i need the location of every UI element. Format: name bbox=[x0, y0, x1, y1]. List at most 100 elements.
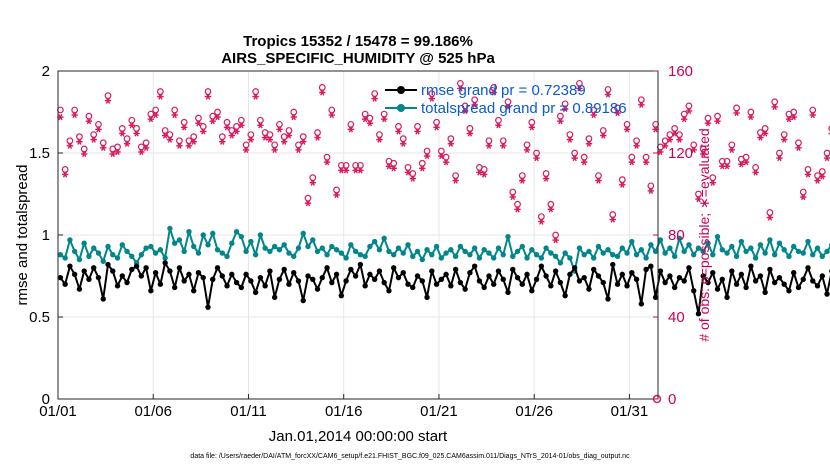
obs-evaluated-point bbox=[709, 179, 716, 186]
totalspread-point bbox=[214, 247, 221, 253]
rmse-point bbox=[481, 284, 487, 291]
obs-evaluated-point bbox=[271, 146, 278, 154]
totalspread-point bbox=[381, 235, 387, 241]
totalspread-point bbox=[471, 245, 478, 251]
obs-evaluated-point bbox=[742, 159, 750, 166]
totalspread-point bbox=[595, 243, 602, 250]
obs-possible-point bbox=[647, 182, 655, 190]
totalspread-point bbox=[648, 242, 654, 248]
rmse-point bbox=[143, 265, 149, 271]
rmse-point bbox=[462, 286, 468, 292]
obs-evaluated-point bbox=[642, 159, 650, 166]
totalspread-point bbox=[62, 255, 68, 261]
obs-evaluated-point bbox=[704, 120, 712, 127]
obs-evaluated-point bbox=[147, 116, 155, 123]
rmse-point bbox=[391, 265, 397, 271]
obs-possible-point bbox=[414, 122, 421, 130]
totalspread-point bbox=[476, 255, 483, 261]
obs-evaluated-point bbox=[438, 152, 445, 160]
obs-possible-point bbox=[533, 149, 540, 157]
totalspread-point bbox=[519, 243, 525, 250]
obs-evaluated-point bbox=[152, 111, 159, 119]
obs-possible-point bbox=[99, 139, 107, 147]
obs-possible-point bbox=[342, 161, 350, 169]
rmse-point bbox=[495, 268, 502, 274]
obs-evaluated-point bbox=[800, 193, 807, 201]
rmse-point bbox=[767, 266, 773, 273]
obs-evaluated-point bbox=[133, 130, 140, 137]
rmse-point bbox=[538, 263, 545, 269]
obs-evaluated-point bbox=[604, 91, 612, 98]
obs-possible-point bbox=[76, 133, 83, 141]
rmse-point bbox=[771, 279, 778, 286]
rmse-point bbox=[467, 270, 473, 276]
obs-possible-point bbox=[299, 133, 307, 141]
totalspread-point bbox=[576, 245, 583, 251]
obs-evaluated-point bbox=[580, 159, 588, 166]
rmse-point bbox=[676, 274, 683, 281]
rmse-point bbox=[571, 265, 578, 271]
totalspread-point bbox=[291, 253, 297, 260]
obs-possible-point bbox=[128, 116, 136, 124]
obs-possible-point bbox=[256, 116, 264, 124]
totalspread-point bbox=[357, 251, 364, 258]
obs-evaluated-point bbox=[752, 169, 759, 176]
obs-evaluated-point bbox=[661, 142, 669, 149]
rmse-point bbox=[624, 283, 630, 289]
rmse-point bbox=[276, 276, 283, 282]
obs-possible-point bbox=[471, 96, 479, 104]
obs-possible-point bbox=[714, 112, 721, 120]
totalspread-point bbox=[329, 243, 335, 250]
obs-possible-point bbox=[561, 100, 569, 108]
totalspread-point bbox=[567, 255, 573, 261]
rmse-point bbox=[433, 281, 440, 287]
totalspread-point bbox=[210, 230, 216, 237]
obs-possible-point bbox=[304, 194, 312, 202]
obs-evaluated-point bbox=[119, 130, 126, 137]
obs-possible-point bbox=[495, 116, 502, 124]
totalspread-point bbox=[319, 245, 325, 251]
rmse-point bbox=[757, 273, 764, 279]
totalspread-point bbox=[481, 247, 487, 253]
obs-possible-point bbox=[423, 147, 431, 155]
totalspread-point bbox=[338, 250, 345, 256]
totalspread-point bbox=[119, 242, 125, 248]
rmse-point bbox=[638, 301, 645, 307]
obs-evaluated-point bbox=[61, 171, 69, 178]
obs-evaluated-point bbox=[495, 122, 502, 129]
rmse-point bbox=[305, 273, 311, 279]
rmse-point bbox=[705, 279, 711, 286]
x-axis-label: Jan.01,2014 00:00:00 start bbox=[269, 428, 448, 445]
rmse-point bbox=[86, 276, 92, 282]
totalspread-point bbox=[824, 248, 830, 255]
totalspread-point bbox=[238, 233, 245, 240]
totalspread-point bbox=[771, 251, 778, 258]
obs-evaluated-point bbox=[485, 142, 493, 149]
obs-evaluated-point bbox=[528, 124, 536, 131]
rmse-point bbox=[343, 278, 349, 284]
obs-possible-point bbox=[633, 137, 640, 145]
obs-possible-point bbox=[352, 161, 360, 169]
totalspread-point bbox=[114, 255, 121, 261]
obs-evaluated-point bbox=[561, 105, 569, 113]
rmse-point bbox=[167, 268, 173, 274]
obs-possible-point bbox=[480, 166, 488, 173]
rmse-point bbox=[395, 274, 402, 281]
totalspread-point bbox=[333, 247, 340, 253]
obs-possible-point bbox=[576, 79, 583, 87]
rmse-point bbox=[257, 274, 264, 281]
totalspread-point bbox=[110, 251, 116, 258]
totalspread-point bbox=[167, 225, 173, 232]
obs-possible-point bbox=[609, 211, 617, 218]
rmse-point bbox=[814, 283, 821, 289]
x-tick-label: 01/01 bbox=[39, 403, 77, 420]
totalspread-point bbox=[138, 251, 145, 258]
rmse-point bbox=[795, 284, 802, 291]
obs-evaluated-point bbox=[595, 177, 602, 184]
obs-evaluated-point bbox=[809, 111, 816, 119]
obs-evaluated-point bbox=[161, 132, 169, 139]
rmse-point bbox=[414, 273, 421, 279]
obs-possible-point bbox=[66, 137, 74, 145]
obs-possible-point bbox=[280, 133, 288, 141]
obs-possible-point bbox=[547, 200, 555, 208]
